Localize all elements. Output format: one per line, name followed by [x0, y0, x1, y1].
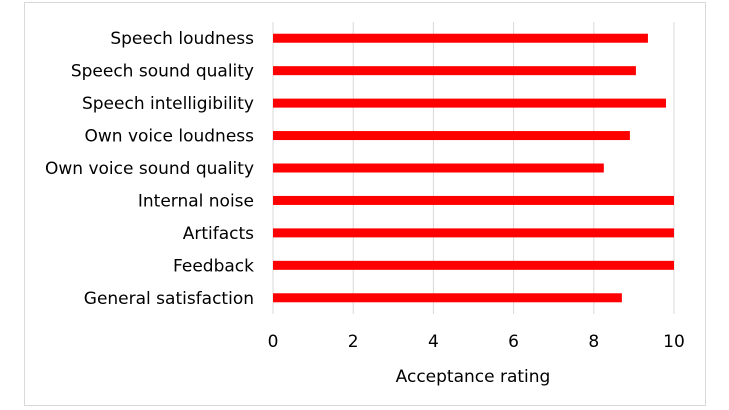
bar	[273, 33, 648, 43]
x-axis-title: Acceptance rating	[396, 367, 551, 387]
category-label: Own voice sound quality	[45, 159, 254, 179]
bar	[273, 98, 666, 108]
category-label: Speech intelligibility	[82, 94, 254, 114]
bar	[273, 66, 636, 76]
x-tick-label: 10	[663, 332, 685, 352]
category-label: Speech sound quality	[71, 62, 254, 82]
bars	[273, 33, 674, 303]
category-label: Feedback	[173, 256, 254, 276]
x-tick-labels: 0 2 4 6 8 10	[268, 332, 685, 352]
category-labels: Speech loudness Speech sound quality Speec…	[45, 29, 254, 309]
category-label: Own voice loudness	[85, 127, 255, 147]
bar	[273, 260, 674, 270]
bar	[273, 293, 622, 303]
x-tick-label: 0	[268, 332, 279, 352]
category-label: General satisfaction	[84, 289, 254, 309]
bar	[273, 163, 604, 173]
bar	[273, 131, 630, 141]
x-tick-label: 6	[508, 332, 519, 352]
bar	[273, 195, 674, 205]
category-label: Speech loudness	[110, 29, 254, 49]
bar	[273, 228, 674, 238]
x-tick-label: 8	[588, 332, 599, 352]
x-tick-label: 2	[348, 332, 359, 352]
category-label: Artifacts	[183, 224, 254, 244]
category-label: Internal noise	[138, 191, 254, 211]
x-tick-label: 4	[428, 332, 439, 352]
